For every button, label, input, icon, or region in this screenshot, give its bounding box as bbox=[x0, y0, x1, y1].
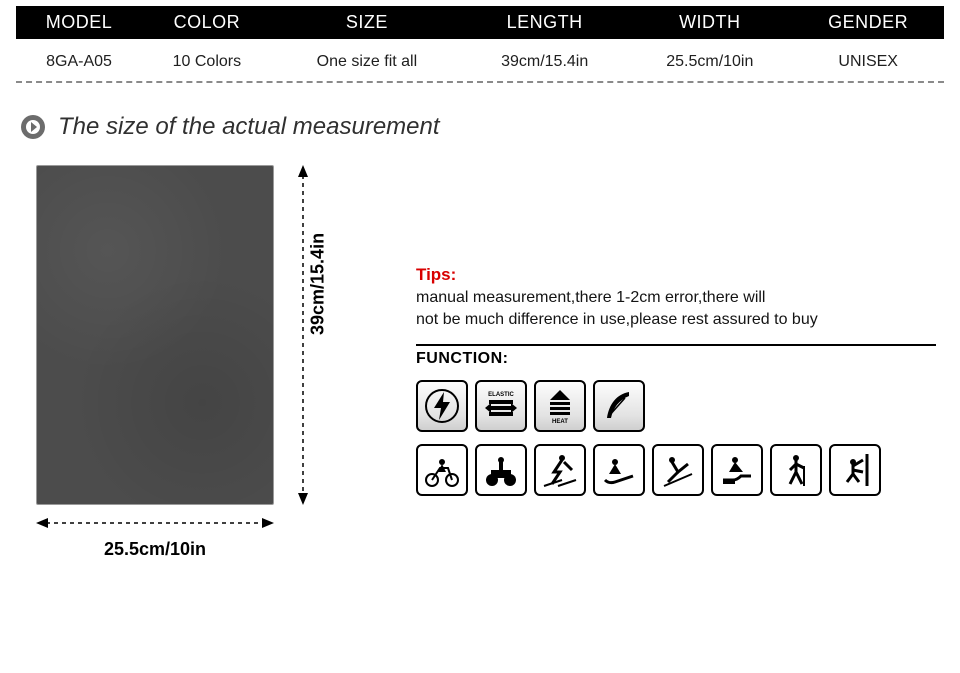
width-label: 25.5cm/10in bbox=[36, 539, 274, 560]
tips-line: not be much difference in use,please res… bbox=[416, 311, 818, 328]
spec-value-row: 8GA-A05 10 Colors One size fit all 39cm/… bbox=[16, 39, 944, 81]
spec-header: COLOR bbox=[142, 6, 272, 39]
spec-header: MODEL bbox=[16, 6, 142, 39]
heat-icon: HEAT bbox=[534, 380, 586, 432]
heading-text: The size of the actual measurement bbox=[58, 113, 440, 141]
product-diagram: 39cm/15.4in 25.5cm/10in bbox=[36, 165, 416, 560]
function-label: FUNCTION: bbox=[416, 350, 936, 368]
svg-text:HEAT: HEAT bbox=[552, 419, 568, 425]
spec-cell: One size fit all bbox=[272, 39, 462, 81]
spec-cell: 39cm/15.4in bbox=[462, 39, 627, 81]
circle-arrow-right-icon bbox=[20, 114, 46, 140]
spec-header: LENGTH bbox=[462, 6, 627, 39]
spec-header: GENDER bbox=[792, 6, 944, 39]
motorcycle-icon bbox=[416, 444, 468, 496]
function-separator bbox=[416, 344, 936, 346]
spec-cell: UNISEX bbox=[792, 39, 944, 81]
spec-header-row: MODEL COLOR SIZE LENGTH WIDTH GENDER bbox=[16, 6, 944, 39]
spec-cell: 25.5cm/10in bbox=[627, 39, 792, 81]
length-label: 39cm/15.4in bbox=[308, 233, 329, 335]
atv-icon bbox=[475, 444, 527, 496]
hiking-icon bbox=[770, 444, 822, 496]
spec-table: MODEL COLOR SIZE LENGTH WIDTH GENDER 8GA… bbox=[16, 6, 944, 81]
width-arrow bbox=[36, 515, 274, 531]
spec-header: WIDTH bbox=[627, 6, 792, 39]
product-image bbox=[36, 165, 274, 505]
spec-cell: 8GA-A05 bbox=[16, 39, 142, 81]
snowmobile-icon bbox=[711, 444, 763, 496]
feather-icon bbox=[593, 380, 645, 432]
tips-body: manual measurement,there 1-2cm error,the… bbox=[416, 287, 936, 330]
length-arrow bbox=[294, 165, 312, 505]
elastic-icon: ELASTIC bbox=[475, 380, 527, 432]
activity-icon-row bbox=[416, 444, 936, 496]
svg-text:ELASTIC: ELASTIC bbox=[488, 392, 514, 398]
tips-label: Tips: bbox=[416, 265, 936, 285]
lightning-icon bbox=[416, 380, 468, 432]
feature-icon-row: ELASTIC HEAT bbox=[416, 380, 936, 432]
section-heading: The size of the actual measurement bbox=[20, 113, 960, 141]
dashed-separator bbox=[16, 81, 944, 83]
climbing-icon bbox=[829, 444, 881, 496]
spec-header: SIZE bbox=[272, 6, 462, 39]
ski-cross-icon bbox=[534, 444, 586, 496]
tips-line: manual measurement,there 1-2cm error,the… bbox=[416, 289, 765, 306]
main-content: 39cm/15.4in 25.5cm/10in Tips: manual mea… bbox=[0, 165, 960, 560]
sled-icon bbox=[593, 444, 645, 496]
info-block: Tips: manual measurement,there 1-2cm err… bbox=[416, 165, 960, 560]
spec-cell: 10 Colors bbox=[142, 39, 272, 81]
ski-jump-icon bbox=[652, 444, 704, 496]
